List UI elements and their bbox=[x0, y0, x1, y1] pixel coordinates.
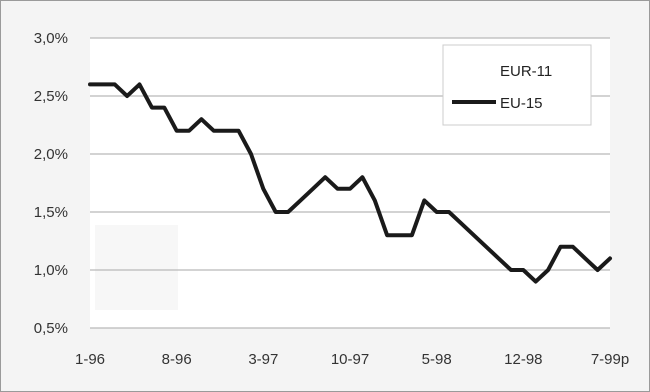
legend-label-eur-11: EUR-11 bbox=[500, 63, 552, 80]
x-tick-label: 3-97 bbox=[248, 351, 278, 368]
legend: EUR-11 EU-15 bbox=[442, 44, 592, 126]
y-tick-label: 1,0% bbox=[34, 262, 68, 279]
x-axis-ticks: 1-96 8-96 3-97 10-97 5-98 12-98 7-99p bbox=[75, 351, 629, 368]
x-tick-label: 7-99p bbox=[591, 351, 629, 368]
legend-box bbox=[442, 44, 592, 126]
x-tick-label: 1-96 bbox=[75, 351, 105, 368]
plot-highlight-patch bbox=[95, 225, 178, 310]
y-tick-label: 0,5% bbox=[34, 320, 68, 337]
y-axis-ticks: 3,0% 2,5% 2,0% 1,5% 1,0% 0,5% bbox=[34, 30, 68, 337]
y-tick-label: 2,5% bbox=[34, 88, 68, 105]
series-line-eu-15 bbox=[88, 82, 612, 284]
x-tick-label: 8-96 bbox=[162, 351, 192, 368]
series-layer bbox=[88, 82, 612, 284]
y-tick-label: 2,0% bbox=[34, 146, 68, 163]
x-tick-label: 10-97 bbox=[331, 351, 369, 368]
y-tick-label: 3,0% bbox=[34, 30, 68, 47]
x-tick-label: 5-98 bbox=[422, 351, 452, 368]
x-tick-label: 12-98 bbox=[504, 351, 542, 368]
legend-label-eu-15: EU-15 bbox=[500, 95, 543, 112]
grid-lines bbox=[90, 37, 610, 329]
y-tick-label: 1,5% bbox=[34, 204, 68, 221]
